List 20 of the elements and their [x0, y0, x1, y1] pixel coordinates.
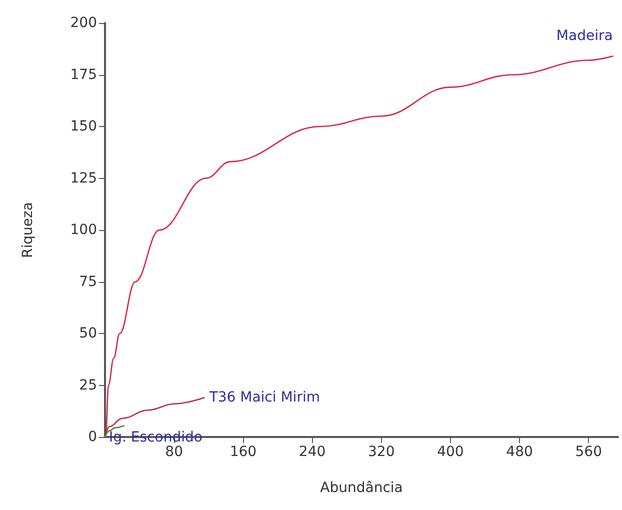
y-tick-label: 75 [79, 274, 97, 290]
x-tick-label: 160 [230, 444, 257, 460]
y-tick-label: 50 [79, 326, 97, 342]
x-tick-label: 400 [437, 444, 464, 460]
y-tick-label: 25 [79, 377, 97, 394]
x-tick-label: 560 [575, 444, 602, 460]
x-tick-label: 480 [506, 444, 533, 460]
x-tick-label: 240 [298, 444, 326, 460]
x-axis-title: Abundância [320, 480, 403, 496]
y-tick-label: 100 [70, 222, 97, 238]
x-tick-label: 80 [165, 444, 184, 460]
x-tick-label: 320 [368, 444, 395, 460]
y-tick-label: 0 [88, 429, 97, 445]
y-tick-label: 150 [70, 118, 97, 134]
series-label: T36 Maici Mirim [208, 390, 320, 406]
y-tick-label: 125 [70, 170, 97, 186]
y-tick-label: 175 [70, 66, 97, 83]
y-axis-title: Riqueza [20, 202, 36, 258]
y-tick-label: 200 [70, 15, 97, 31]
series-label: Madeira [556, 28, 613, 44]
